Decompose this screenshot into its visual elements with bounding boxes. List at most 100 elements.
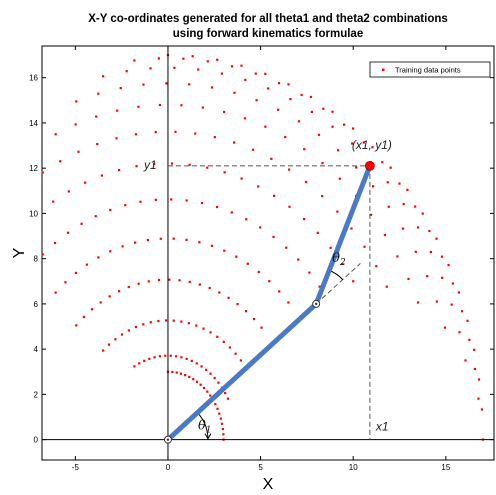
data-point [264, 125, 267, 128]
data-point [157, 278, 161, 282]
data-point [421, 212, 424, 215]
data-point [54, 133, 57, 136]
data-point [223, 110, 226, 114]
data-point [235, 255, 238, 258]
link1-extension-line [315, 263, 361, 305]
data-point [188, 375, 191, 379]
data-point [84, 181, 87, 184]
data-point [426, 275, 429, 278]
data-point [316, 231, 319, 234]
theta2-subscript: 2 [339, 258, 346, 268]
data-point [198, 241, 201, 244]
plot-area [41, 45, 495, 461]
data-point [200, 201, 204, 205]
data-point [142, 83, 145, 86]
data-point [74, 271, 77, 275]
data-point [99, 301, 102, 304]
data-point [210, 86, 214, 89]
data-point [188, 163, 191, 166]
x-tick-label: 5 [258, 463, 263, 472]
data-point [351, 127, 355, 130]
base-joint-center [166, 438, 170, 441]
data-point [109, 208, 112, 212]
data-point [216, 407, 219, 410]
data-point [414, 250, 417, 253]
data-point [385, 285, 388, 288]
x-axis-label: X [263, 476, 274, 493]
data-point [190, 359, 193, 362]
data-point [273, 194, 276, 197]
data-point [138, 362, 141, 365]
data-point [139, 200, 142, 203]
data-point [85, 263, 88, 266]
data-point [134, 325, 138, 329]
data-point [278, 290, 281, 293]
data-point [90, 308, 94, 311]
data-point [178, 279, 181, 282]
y-tick-label: 14 [29, 119, 38, 128]
end-effector-point [364, 161, 375, 171]
data-point [464, 359, 467, 362]
theta1-symbol: θ [198, 419, 206, 434]
data-point [227, 296, 230, 299]
data-point [223, 249, 226, 252]
data-point [174, 355, 178, 358]
data-point [195, 324, 198, 327]
data-point [331, 125, 334, 128]
theta2-symbol: θ [332, 251, 340, 266]
data-point [447, 263, 450, 267]
data-point [216, 58, 219, 61]
data-point [194, 132, 197, 135]
data-point [97, 92, 100, 95]
data-point [95, 115, 98, 118]
data-point [115, 137, 118, 140]
data-point [169, 354, 172, 357]
data-point [184, 373, 187, 377]
data-point [473, 348, 476, 351]
data-point [66, 231, 70, 234]
data-point [244, 310, 248, 313]
guide-layer [42, 46, 494, 460]
data-point [153, 356, 156, 359]
data-point [96, 143, 99, 146]
data-point [59, 160, 62, 163]
data-point [214, 403, 217, 406]
data-point [362, 141, 365, 144]
data-point [228, 346, 231, 349]
data-point [170, 162, 174, 165]
data-point [52, 200, 55, 203]
data-point [230, 65, 234, 68]
data-point [74, 123, 77, 126]
data-point [82, 315, 85, 319]
data-point [206, 60, 209, 63]
data-point [230, 211, 233, 214]
data-point [195, 380, 199, 383]
data-point [321, 194, 324, 198]
data-point [209, 331, 212, 334]
data-point [337, 149, 340, 152]
data-point [216, 335, 219, 338]
data-point [209, 394, 212, 397]
data-point [477, 378, 481, 381]
data-point [457, 291, 461, 294]
data-point [277, 108, 280, 111]
data-point [264, 72, 267, 75]
data-point [341, 262, 344, 266]
data-point [114, 338, 117, 341]
data-point [158, 355, 162, 358]
x1-label: x1 [375, 420, 389, 434]
data-point [221, 427, 224, 431]
y-tick-label: 10 [29, 209, 38, 218]
end-effector-label: (x1, y1) [352, 138, 392, 152]
data-point [209, 372, 212, 375]
data-point [363, 245, 366, 248]
data-point [137, 105, 140, 108]
data-point [289, 98, 292, 101]
data-point [277, 82, 281, 85]
data-point [268, 280, 271, 283]
data-point [240, 177, 243, 180]
legend-marker [382, 68, 385, 71]
data-point [284, 135, 287, 139]
data-point [468, 338, 471, 341]
data-point [222, 433, 225, 436]
